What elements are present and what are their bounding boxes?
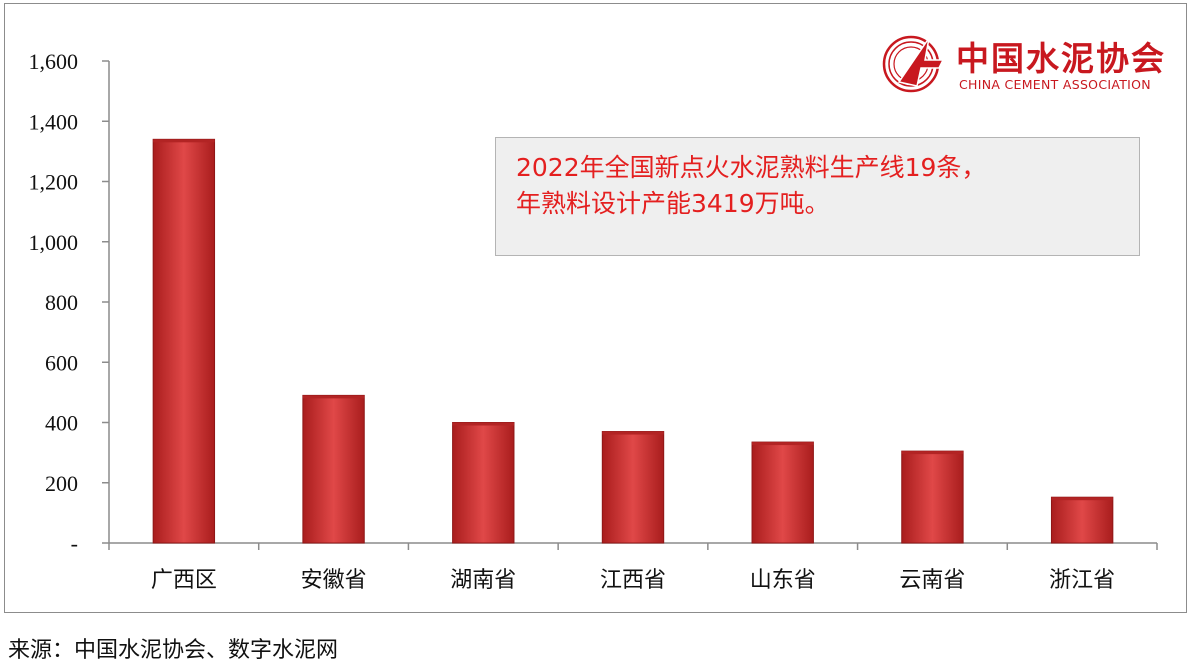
bar-5 <box>751 441 814 544</box>
bar-cap-5 <box>752 442 814 446</box>
y-tick-label: 1,400 <box>29 109 79 134</box>
logo-chinese-name: 中国水泥协会 <box>956 39 1166 78</box>
bar-cap-3 <box>452 422 514 426</box>
bar-chart: - 200 400 600 800 1,000 1,200 1,400 1,600 广西区 安徽省… <box>29 49 1158 593</box>
category-label-2: 安徽省 <box>301 568 367 593</box>
bar-cap-4 <box>602 431 664 435</box>
association-logo: 中国水泥协会 CHINA CEMENT ASSOCIATION <box>881 30 1166 100</box>
china-cement-association-emblem-icon <box>882 35 945 93</box>
y-tick-label: 1,200 <box>29 170 79 195</box>
annotation-box: 2022年全国新点火水泥熟料生产线19条， 年熟料设计产能3419万吨。 <box>495 137 1140 256</box>
bar-cap-2 <box>302 395 365 399</box>
category-label-5: 山东省 <box>750 568 816 593</box>
bar-cap-7 <box>1051 497 1113 501</box>
annotation-line-1: 2022年全国新点火水泥熟料生产线19条， <box>516 153 987 182</box>
y-tick-label: 800 <box>45 290 78 315</box>
source-note: 来源：中国水泥协会、数字水泥网 <box>8 638 339 663</box>
y-tick-label: 200 <box>45 471 78 496</box>
category-label-6: 云南省 <box>899 568 965 593</box>
y-tick-label: 1,000 <box>29 230 79 255</box>
category-label-3: 湖南省 <box>450 568 516 593</box>
y-tick-label: - <box>71 531 78 556</box>
y-tick-label: 600 <box>45 350 78 375</box>
y-axis-ticks: - 200 400 600 800 1,000 1,200 1,400 1,600 <box>29 49 109 556</box>
category-label-1: 广西区 <box>151 568 217 593</box>
annotation-line-2: 年熟料设计产能3419万吨。 <box>516 189 830 218</box>
y-tick-label: 1,600 <box>29 49 79 74</box>
category-label-4: 江西省 <box>600 568 666 593</box>
bar-1 <box>152 138 216 544</box>
y-tick-label: 400 <box>45 411 78 436</box>
bar-4 <box>601 431 665 544</box>
bar-cap-6 <box>901 451 964 455</box>
bar-2 <box>302 394 365 544</box>
bar-6 <box>901 450 964 544</box>
x-axis-ticks <box>108 543 1158 550</box>
bar-3 <box>452 422 515 544</box>
bar-cap-1 <box>153 139 215 143</box>
category-labels: 广西区 安徽省 湖南省 江西省 山东省 云南省 浙江省 <box>151 568 1115 593</box>
chart-frame: - 200 400 600 800 1,000 1,200 1,400 1,600 广西区 安徽省… <box>4 3 1187 613</box>
bars <box>152 138 1114 544</box>
logo-english-name: CHINA CEMENT ASSOCIATION <box>959 77 1151 92</box>
bar-7 <box>1050 496 1114 544</box>
category-label-7: 浙江省 <box>1049 568 1115 593</box>
